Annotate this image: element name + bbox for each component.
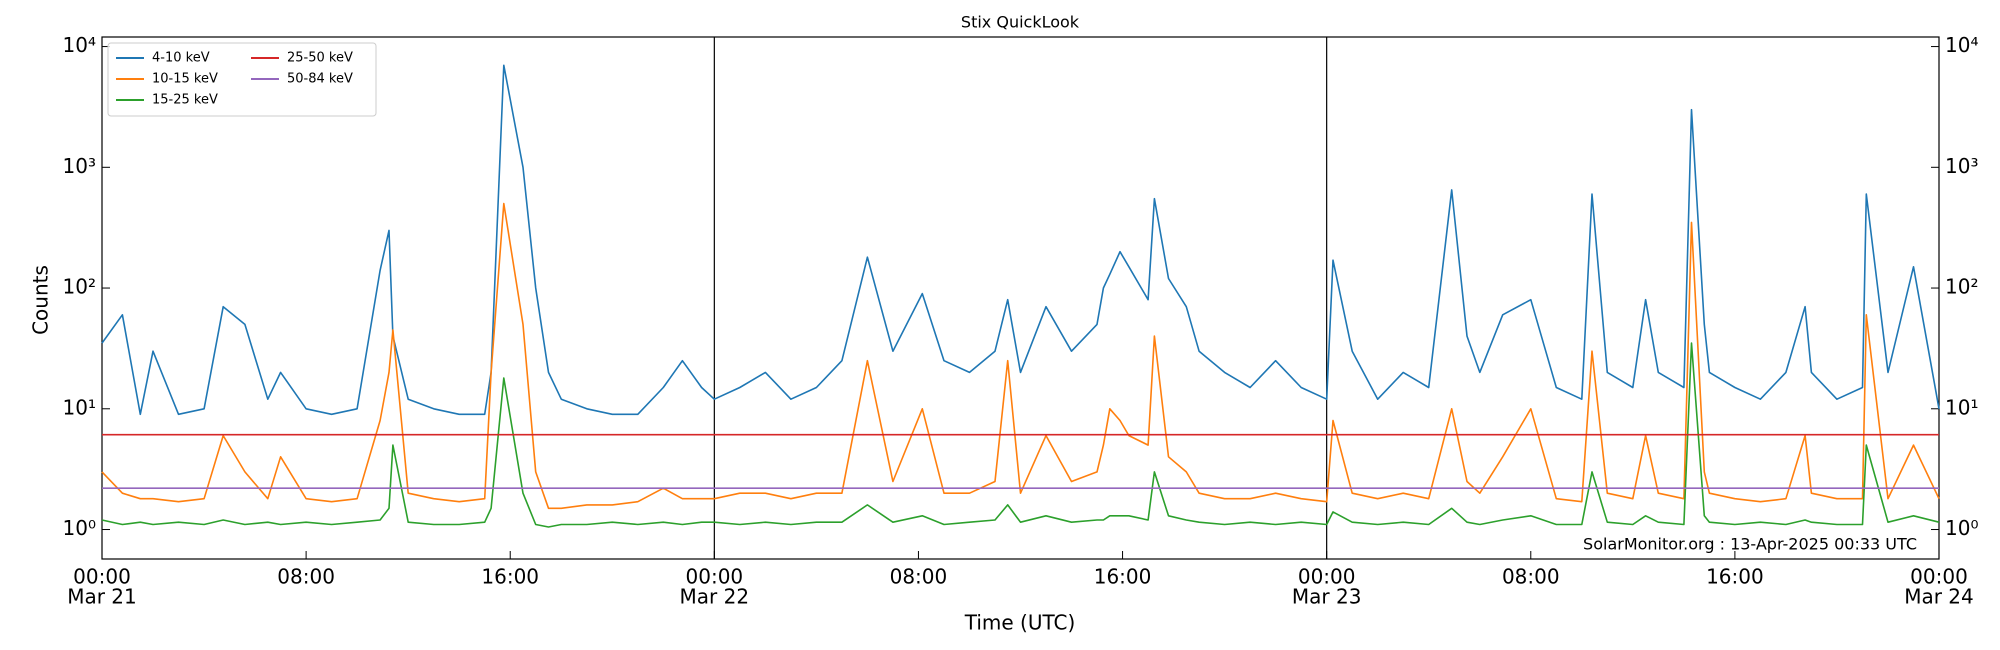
y-tick-label: 10² [63,275,96,299]
y-tick-label: 10⁴ [63,33,96,57]
x-date-label: Mar 21 [67,585,137,609]
y-tick-label-right: 10² [1945,275,1978,299]
y-tick-label-right: 10⁴ [1945,33,1978,57]
x-tick-label: 08:00 [277,565,335,589]
x-tick-label: 08:00 [1502,565,1560,589]
y-tick-label: 10¹ [63,395,96,419]
series-line [101,64,1940,416]
y-tick-label-right: 10¹ [1945,395,1978,419]
chart-title: Stix QuickLook [961,13,1080,32]
x-tick-label: 00:00 [73,565,131,589]
x-tick-label: 08:00 [890,565,948,589]
legend-label: 25-50 keV [287,51,353,66]
y-axis-label: Counts [29,265,53,335]
legend-label: 15-25 keV [152,93,218,108]
series-line [101,342,1940,528]
x-tick-label: 00:00 [1910,565,1968,589]
x-tick-label: 16:00 [1706,565,1764,589]
x-date-label: Mar 23 [1292,585,1362,609]
y-tick-label-right: 10⁰ [1945,516,1978,540]
x-axis-label: Time (UTC) [964,611,1076,635]
x-tick-label: 16:00 [481,565,539,589]
legend-label: 10-15 keV [152,72,218,87]
x-date-label: Mar 24 [1904,585,1974,609]
legend-label: 50-84 keV [287,72,353,87]
x-date-label: Mar 22 [680,585,750,609]
x-tick-label: 00:00 [1298,565,1356,589]
legend-label: 4-10 keV [152,51,210,66]
y-tick-label: 10⁰ [63,516,96,540]
x-tick-label: 16:00 [1094,565,1152,589]
x-tick-label: 00:00 [686,565,744,589]
annotation: SolarMonitor.org : 13-Apr-2025 00:33 UTC [1583,535,1917,554]
legend-box [107,42,377,117]
plot-frame [101,36,1940,560]
series-line [101,202,1940,510]
y-tick-label: 10³ [63,154,96,178]
y-tick-label-right: 10³ [1945,154,1978,178]
